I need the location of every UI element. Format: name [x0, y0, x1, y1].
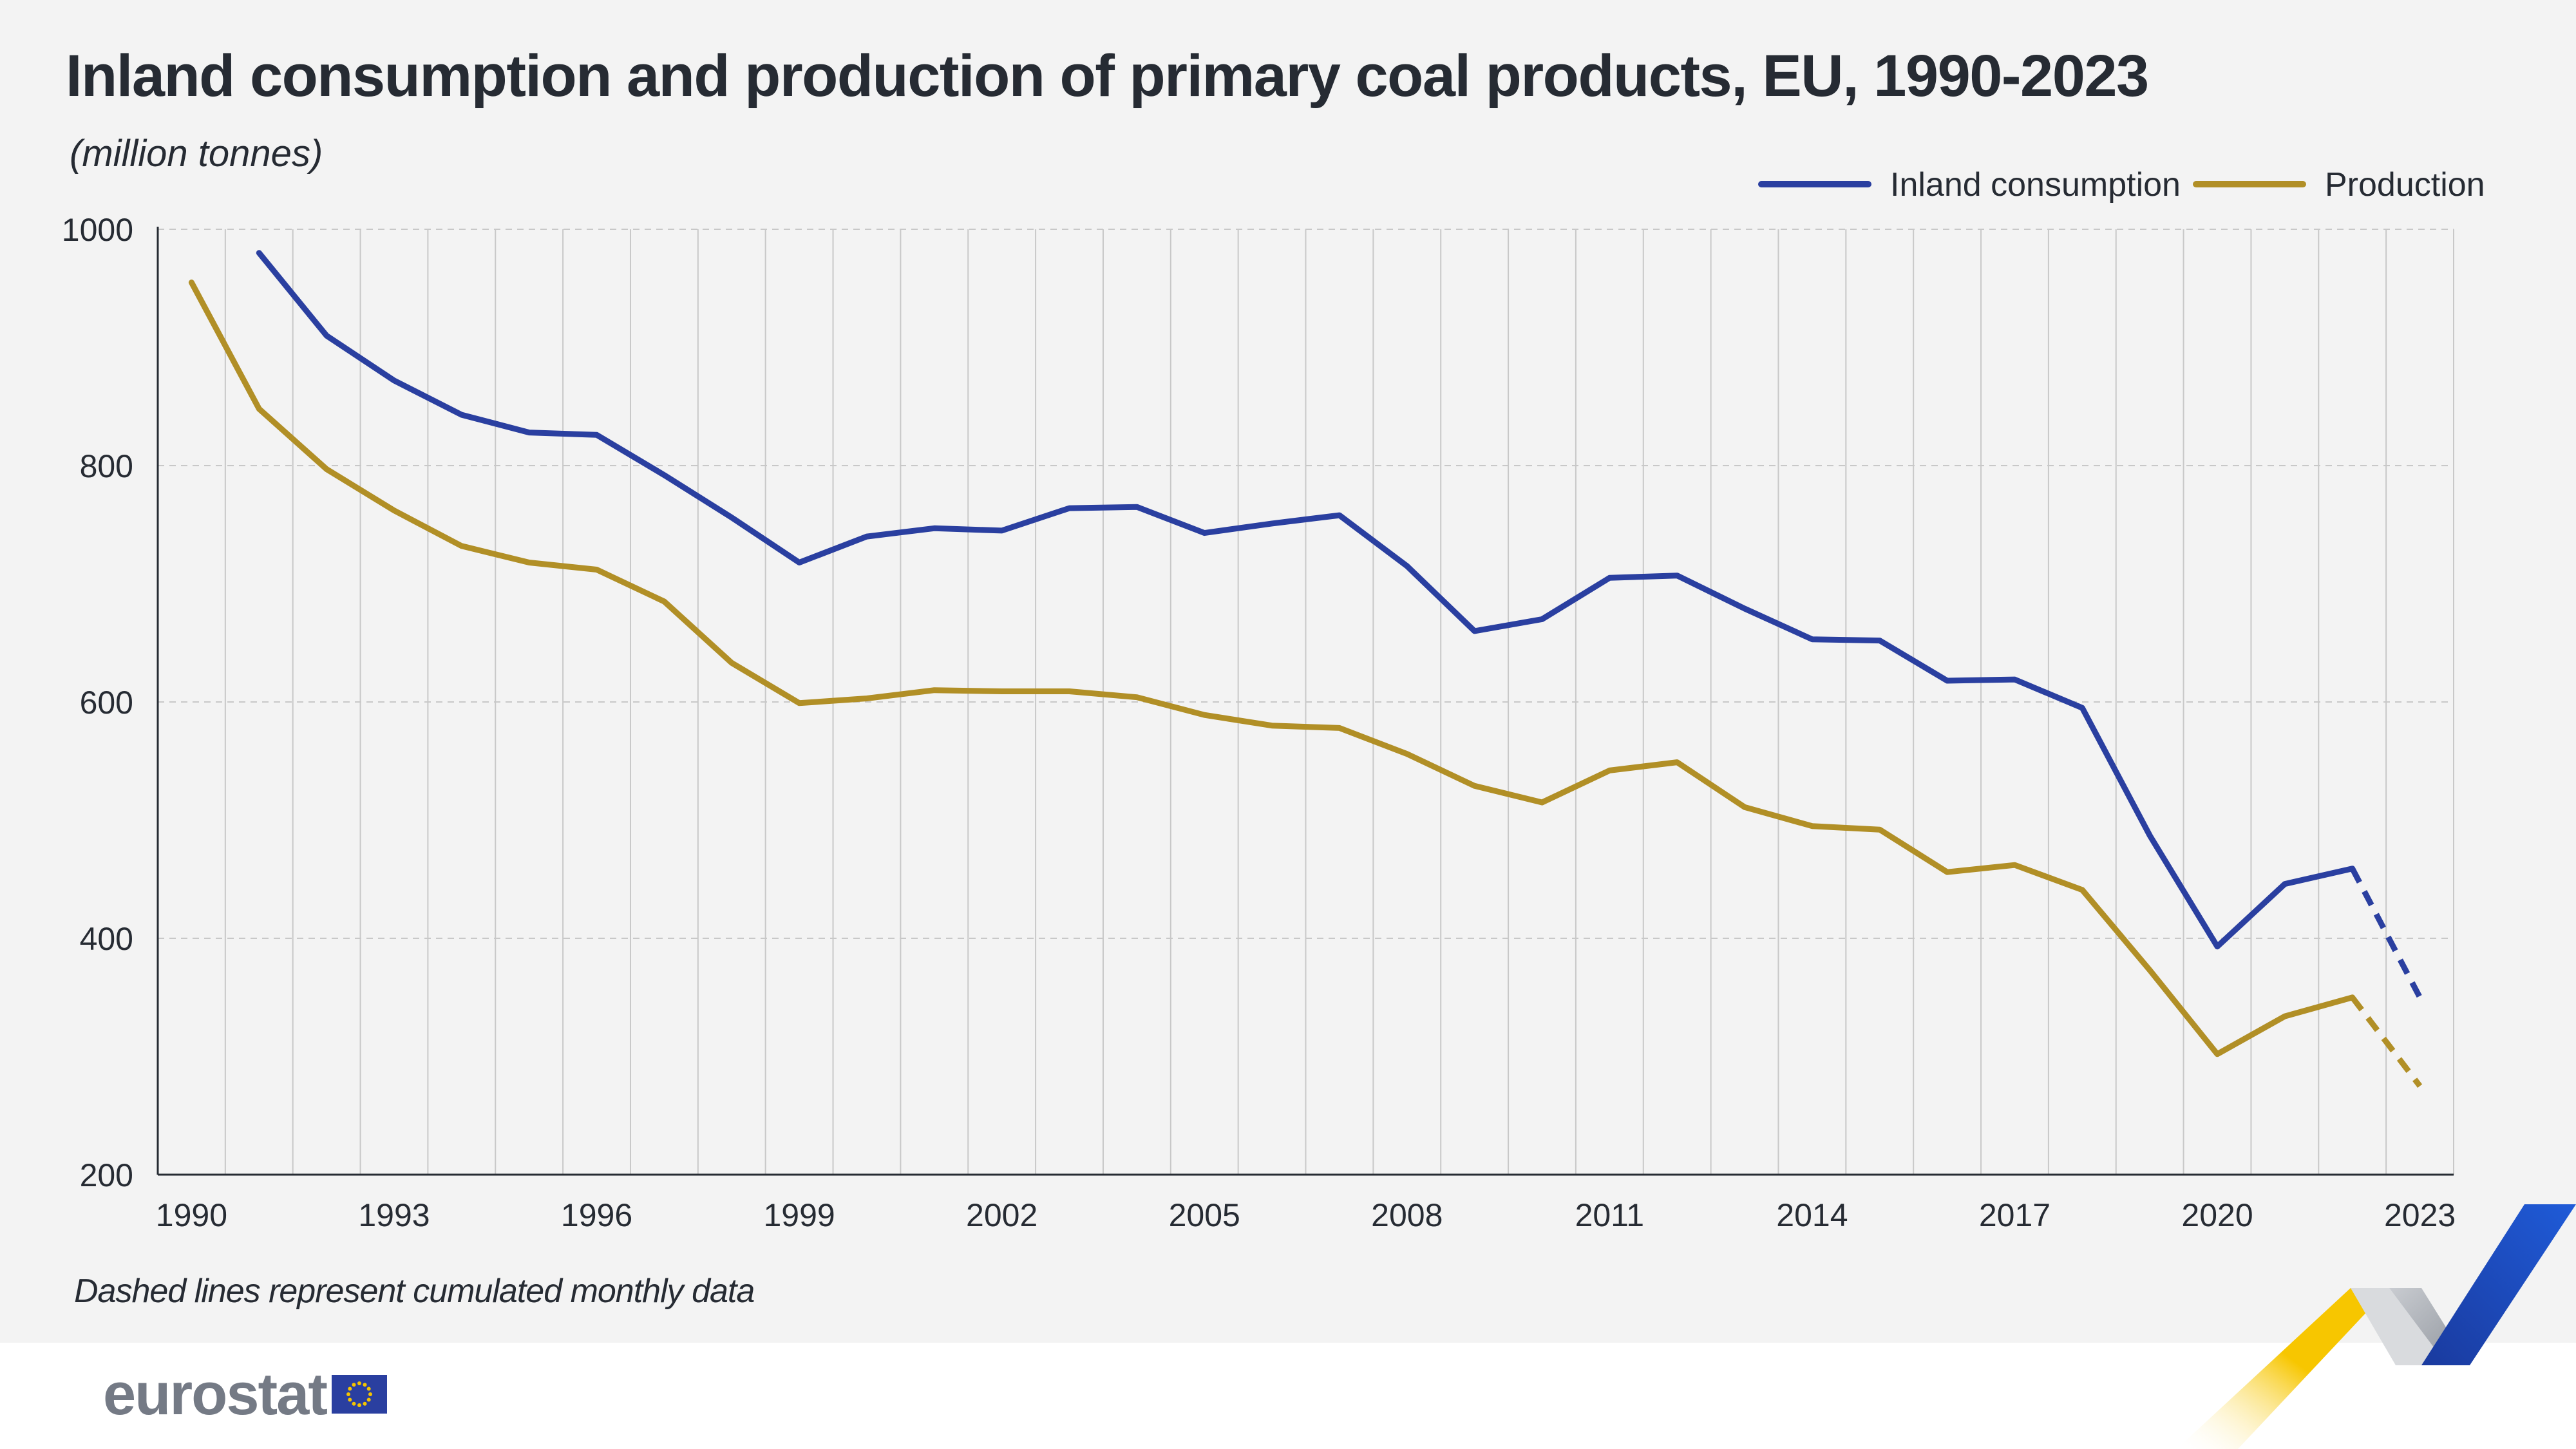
x-tick-label: 2014 — [1776, 1197, 1848, 1233]
eurostat-logo: eurostat — [103, 1361, 387, 1427]
x-tick-label: 1993 — [358, 1197, 430, 1233]
y-tick-label: 200 — [80, 1157, 133, 1193]
x-tick-label: 2011 — [1575, 1197, 1645, 1233]
legend: Inland consumption Production — [1758, 166, 2485, 204]
line-chart: 200 400 600 800 1000 1990 1993 1996 1999 2002 2005… — [62, 166, 2485, 1233]
legend-label-inland-consumption: Inland consumption — [1890, 166, 2181, 204]
x-tick-label: 2023 — [2384, 1197, 2456, 1233]
footnote: Dashed lines represent cumulated monthly… — [74, 1273, 755, 1310]
axes — [156, 227, 2454, 1176]
series-line-inland-consumption — [256, 250, 2356, 950]
x-tick-label: 1996 — [561, 1197, 632, 1233]
eu-flag-icon — [331, 1375, 387, 1414]
x-tick-label: 2008 — [1371, 1197, 1443, 1233]
tick-labels: 200 400 600 800 1000 1990 1993 1996 1999 2002 2005… — [62, 212, 2456, 1233]
decorative-ribbon — [2177, 1204, 2576, 1449]
chart-panel: Inland consumption and production of pri… — [0, 0, 2576, 1343]
y-tick-label: 800 — [80, 448, 133, 484]
x-tick-label: 2017 — [1979, 1197, 2050, 1233]
x-tick-label: 2020 — [2181, 1197, 2253, 1233]
y-tick-label: 1000 — [62, 212, 133, 248]
x-tick-label: 2002 — [966, 1197, 1037, 1233]
x-tick-label: 1999 — [763, 1197, 835, 1233]
x-tick-label: 1990 — [156, 1197, 227, 1233]
x-tick-label: 2005 — [1169, 1197, 1240, 1233]
chart-title: Inland consumption and production of pri… — [66, 43, 2149, 109]
logo-text: eurostat — [103, 1361, 328, 1427]
legend-label-production: Production — [2325, 166, 2485, 204]
y-tick-label: 400 — [80, 921, 133, 957]
grid-lines — [158, 229, 2454, 1175]
series-line-production — [188, 279, 2356, 1057]
y-tick-label: 600 — [80, 685, 133, 721]
series-lines — [188, 250, 2423, 1088]
series-line-dashed-production — [2350, 996, 2423, 1088]
chart-unit-subtitle: (million tonnes) — [70, 133, 323, 175]
